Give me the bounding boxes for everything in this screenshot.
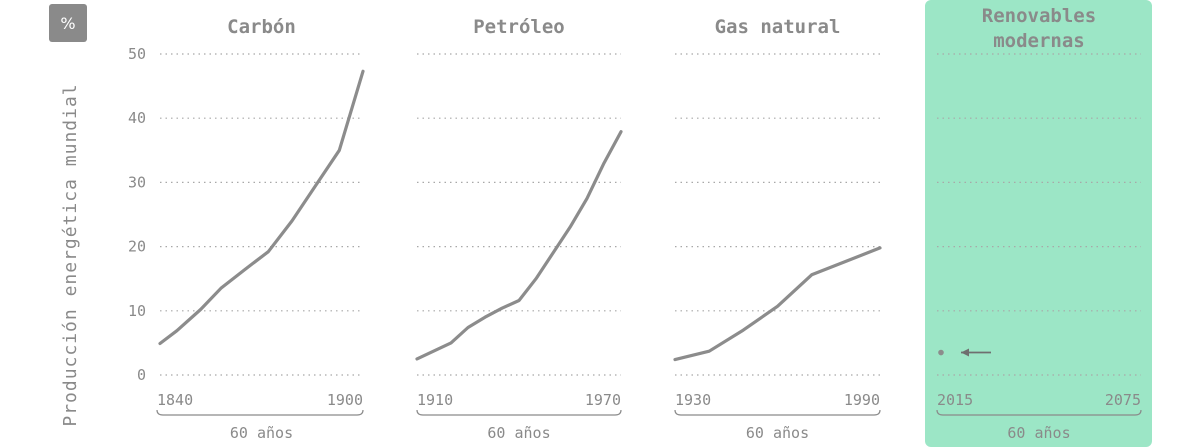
y-tick-label: 20: [128, 238, 146, 256]
y-tick-label: 50: [128, 45, 146, 63]
span-bracket: [156, 409, 364, 416]
span-label: 60 años: [1007, 424, 1070, 442]
panel-title: Renovables modernas: [982, 5, 1096, 52]
arrow-icon: [961, 348, 991, 357]
x-tick-start: 2015: [937, 391, 973, 409]
span-bracket: [674, 409, 881, 416]
y-tick-label: 40: [128, 109, 146, 127]
x-tick-end: 1900: [327, 391, 363, 409]
x-tick-end: 2075: [1105, 391, 1141, 409]
span-label: 60 años: [230, 424, 293, 442]
x-tick-start: 1840: [157, 391, 193, 409]
y-axis-ticks: 0 10 20 30 40 50: [128, 45, 146, 384]
unit-badge-box: [49, 4, 87, 42]
y-tick-label: 10: [128, 302, 146, 320]
panel-2: Petróleo 1910 1970 60 años: [415, 16, 623, 442]
highlight-panel-background: [925, 0, 1152, 447]
x-tick-start: 1930: [675, 391, 711, 409]
unit-badge-label: %: [60, 14, 75, 33]
x-tick-end: 1970: [585, 391, 621, 409]
span-bracket: [936, 409, 1142, 416]
y-axis-title: Producción energética mundial: [60, 83, 81, 426]
series-line: [415, 130, 623, 361]
series-line: [158, 69, 365, 346]
panels: Carbón 1840 1900 60 años Petróleo 1910 1970 60 …: [156, 5, 1142, 442]
panel-title: Petróleo: [473, 16, 565, 38]
span-label: 60 años: [746, 424, 809, 442]
y-tick-label: 30: [128, 173, 146, 191]
panel-title: Gas natural: [715, 16, 841, 38]
span-bracket: [416, 409, 622, 416]
x-tick-start: 1910: [417, 391, 453, 409]
span-label: 60 años: [487, 424, 550, 442]
x-tick-end: 1990: [844, 391, 880, 409]
series-point: [938, 349, 944, 356]
panel-3: Gas natural 1930 1990 60 años: [673, 16, 882, 442]
panel-4: Renovables modernas 2015 2075 60 años: [936, 5, 1142, 442]
panel-title: Carbón: [227, 16, 296, 38]
series-line: [673, 246, 882, 362]
unit-badge: %: [49, 4, 87, 42]
panel-1: Carbón 1840 1900 60 años: [156, 16, 365, 442]
y-tick-label: 0: [137, 366, 146, 384]
